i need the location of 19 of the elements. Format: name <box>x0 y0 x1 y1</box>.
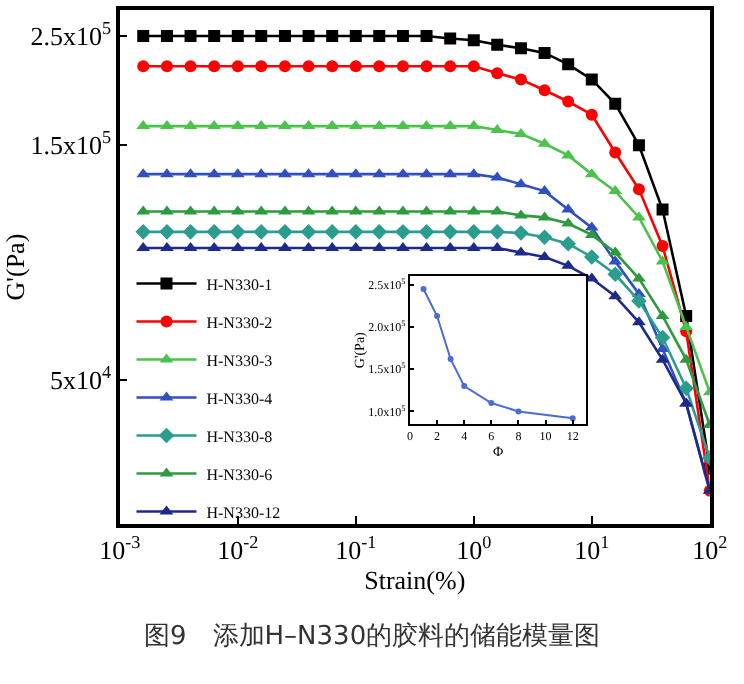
y-axis-title: G'(Pa) <box>0 233 30 301</box>
legend-label: H-N330-1 <box>206 275 273 294</box>
y-tick-label: 5x10$^{4}$ <box>49 362 112 396</box>
legend-label: H-N330-3 <box>206 351 273 370</box>
legend-label: H-N330-8 <box>206 427 273 446</box>
x-axis-title: Strain(%) <box>364 564 466 595</box>
x-tick-label: 10$^{2}$ <box>692 531 729 565</box>
x-tick-label: 10$^{1}$ <box>574 531 610 565</box>
y-tick-label: 2.5x10$^{5}$ <box>30 18 112 52</box>
legend-label: H-N330-4 <box>206 389 273 408</box>
x-tick-label: 10$^{0}$ <box>456 531 493 565</box>
legend-label: H-N330-6 <box>206 465 273 484</box>
y-tick-label: 1.5x10$^{5}$ <box>30 127 112 161</box>
legend-label: H-N330-2 <box>206 313 273 332</box>
x-tick-label: 10$^{-3}$ <box>99 531 142 565</box>
x-tick-label: 10$^{-2}$ <box>217 531 260 565</box>
x-tick-label: 10$^{-1}$ <box>335 531 377 565</box>
caption: 图9 添加H–N330的胶料的储能模量图 <box>144 622 601 652</box>
legend-label: H-N330-12 <box>206 503 281 522</box>
